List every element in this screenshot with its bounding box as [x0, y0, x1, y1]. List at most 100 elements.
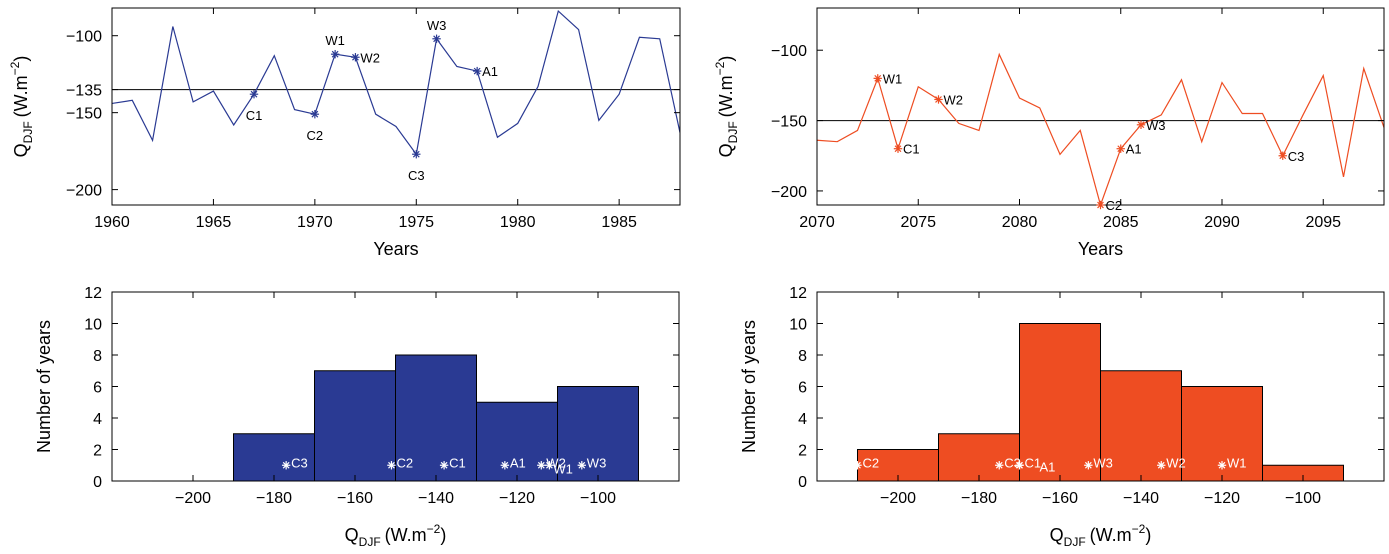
histogram-bar: [1100, 370, 1182, 482]
chart-panel-2: 2070 2075 2080 2085 2090 2095 −200 −150 −100 W1 C1…: [713, 7, 1385, 259]
x-axis-label: Years: [373, 239, 418, 259]
x-tick-label: 2085: [1103, 214, 1139, 231]
axis-label-subscript: DJF: [359, 535, 381, 549]
marker-label: C3: [408, 168, 425, 183]
y-tick-label: −200: [66, 183, 102, 200]
marker-star: [1217, 461, 1227, 470]
marker-star: [500, 461, 510, 470]
y-tick-label: 6: [798, 380, 807, 397]
marker-star: [1157, 461, 1166, 470]
axis-label-close: ): [440, 525, 446, 545]
x-tick-label: 2090: [1204, 214, 1240, 231]
marker-star: [387, 461, 396, 470]
marker-star: [577, 461, 586, 470]
marker-star: [432, 34, 441, 43]
y-tick-label: 10: [84, 317, 102, 334]
axis-label-subscript: DJF: [726, 121, 740, 143]
x-tick-label: 1965: [196, 214, 232, 231]
axis-label-q: Q: [1050, 525, 1064, 545]
y-axis-label: Number of years: [739, 320, 759, 453]
marker-label: W1: [883, 71, 903, 86]
axis-label-exponent: −2: [8, 61, 22, 75]
y-tick-label: −100: [66, 29, 102, 46]
x-tick-label: 2080: [1002, 214, 1038, 231]
axis-label-q: Q: [11, 143, 31, 157]
x-tick-label: −120: [499, 490, 535, 507]
marker-star: [545, 461, 554, 470]
marker-star: [537, 461, 546, 470]
marker-label: A1: [510, 455, 526, 470]
marker-label: W3: [1093, 455, 1113, 470]
axis-label-close: ): [1145, 525, 1151, 545]
marker-label: C3: [291, 455, 308, 470]
y-axis-label: Number of years: [34, 320, 54, 453]
marker-label: W1: [553, 461, 573, 476]
marker-label: C3: [1288, 149, 1305, 164]
plot-frame: [816, 7, 1385, 206]
marker-star: [439, 461, 449, 470]
y-tick-label: −150: [771, 114, 807, 131]
y-tick-label: 8: [798, 348, 807, 365]
x-axis-label: Years: [1078, 239, 1123, 259]
y-tick-label: −135: [66, 83, 102, 100]
marker-star: [330, 49, 340, 59]
x-tick-label: −180: [256, 490, 292, 507]
y-tick-label: 0: [93, 474, 102, 491]
x-tick-label: −100: [580, 490, 616, 507]
marker-star: [351, 53, 360, 62]
histogram-bar: [557, 386, 639, 482]
x-tick-label: 1975: [398, 214, 434, 231]
marker-label: C3: [1004, 455, 1021, 470]
plot-area: [112, 9, 680, 156]
marker-label: W2: [1166, 455, 1186, 470]
marker-label: A1: [1040, 459, 1056, 474]
x-tick-label: −200: [175, 490, 211, 507]
histogram-bar: [395, 354, 477, 482]
axis-label-q: Q: [716, 143, 736, 157]
x-axis-label: QDJF (W.m−2): [1050, 522, 1152, 549]
marker-label: C2: [307, 128, 324, 143]
x-tick-label: 1985: [601, 214, 637, 231]
series-line: [817, 52, 1384, 205]
marker-label: A1: [1126, 142, 1142, 157]
y-tick-label: 12: [84, 285, 102, 302]
marker-star: [310, 109, 320, 119]
marker-star: [893, 144, 903, 153]
axis-label-subscript: DJF: [21, 121, 35, 143]
x-tick-label: 1970: [297, 214, 333, 231]
axis-label-unit: (W.m: [716, 75, 736, 117]
y-tick-label: 0: [798, 474, 807, 491]
marker-label: C2: [863, 455, 880, 470]
marker-label: A1: [482, 64, 498, 79]
marker-star: [1084, 461, 1093, 470]
x-tick-label: −160: [1042, 490, 1078, 507]
y-axis-label: QDJF (W.m−2): [713, 56, 740, 158]
axis-label-subscript: DJF: [1064, 535, 1086, 549]
y-tick-label: 2: [798, 443, 807, 460]
marker-star: [1136, 120, 1146, 129]
y-tick-label: 6: [93, 380, 102, 397]
marker-label: C2: [1106, 198, 1123, 213]
y-tick-label: 10: [789, 317, 807, 334]
marker-star: [995, 461, 1004, 470]
marker-label: W1: [325, 33, 345, 48]
axis-label-exponent: −2: [427, 522, 441, 536]
histogram-bar: [314, 370, 396, 482]
marker-label: W2: [944, 92, 964, 107]
x-tick-label: −100: [1285, 490, 1321, 507]
y-tick-label: 4: [93, 411, 102, 428]
y-tick-label: 4: [798, 411, 807, 428]
marker-label: C1: [246, 108, 263, 123]
x-axis-label: QDJF (W.m−2): [345, 522, 447, 549]
marker-star: [249, 89, 259, 99]
x-tick-label: 2075: [900, 214, 936, 231]
plot-area: [817, 52, 1384, 205]
marker-star: [1116, 144, 1125, 153]
axis-label-close: ): [11, 56, 31, 62]
axis-label-unit: (W.m: [1090, 525, 1132, 545]
marker-star: [472, 66, 482, 76]
marker-label: W3: [427, 18, 447, 33]
marker-star: [1015, 461, 1024, 470]
axis-label-exponent: −2: [713, 61, 727, 75]
